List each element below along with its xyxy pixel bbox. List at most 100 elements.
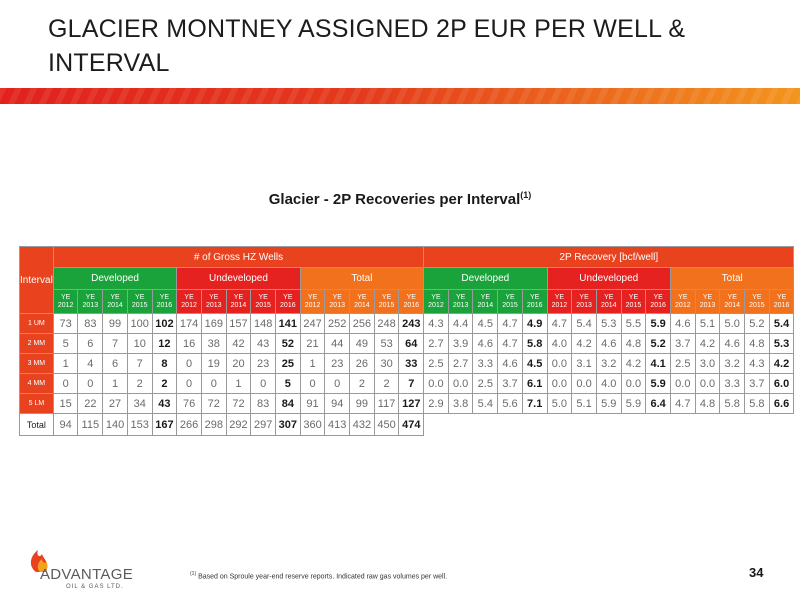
table-cell: 1 xyxy=(299,353,326,374)
table-cell: 4.3 xyxy=(744,353,770,374)
header-2p-recovery: 2P Recovery [bcf/well] xyxy=(423,246,795,268)
table-title-footnote-marker: (1) xyxy=(520,190,532,200)
year-header-ye: YE xyxy=(332,293,342,301)
table-cell: 0 xyxy=(176,353,202,374)
year-header-ye: YE xyxy=(776,293,787,301)
subheader-wells-total: Total xyxy=(299,267,425,290)
table-cell: 4.5 xyxy=(521,353,548,374)
year-header: YE 2013 xyxy=(447,289,474,314)
total-cell: 153 xyxy=(126,413,153,436)
year-header: YE 2016 xyxy=(645,289,671,314)
year-header-year: 2014 xyxy=(600,301,617,309)
year-header-year: 2015 xyxy=(749,301,765,309)
page-number: 34 xyxy=(749,565,764,580)
table-cell: 2 xyxy=(126,373,153,394)
year-header-year: 2012 xyxy=(304,301,321,309)
table-cell: 4.9 xyxy=(521,313,548,334)
total-cell: 432 xyxy=(349,413,375,436)
year-header: YE 2015 xyxy=(620,289,647,314)
table-cell: 4.2 xyxy=(620,353,647,374)
table-header-years: YE 2012 YE 2013 YE 2014 YE 2015 YE 2016 YE 2012 YE 20… xyxy=(20,289,795,314)
total-cell: 307 xyxy=(274,413,301,436)
table-cell: 0.0 xyxy=(694,373,721,394)
year-header-ye: YE xyxy=(258,293,268,301)
table-cell: 1 xyxy=(225,373,252,394)
table-cell: 127 xyxy=(398,393,425,414)
year-header-year: 2016 xyxy=(403,301,420,309)
year-header-ye: YE xyxy=(480,293,490,301)
year-header: YE 2015 xyxy=(497,289,523,314)
year-header-ye: YE xyxy=(530,293,540,301)
table-cell: 2 xyxy=(151,373,178,394)
year-header-year: 2016 xyxy=(650,301,666,309)
table-cell: 33 xyxy=(398,353,425,374)
table-cell: 99 xyxy=(349,393,375,414)
table-cell: 148 xyxy=(250,313,276,334)
flame-logo-icon xyxy=(30,550,48,572)
year-header: YE 2013 xyxy=(324,289,351,314)
table-cell: 8 xyxy=(151,353,178,374)
banner-texture xyxy=(0,88,800,104)
table-cell: 83 xyxy=(77,313,104,334)
year-header-year: 2014 xyxy=(724,301,740,309)
table-cell: 3.3 xyxy=(472,353,499,374)
table-cell: 157 xyxy=(225,313,252,334)
year-header-ye: YE xyxy=(579,293,589,301)
interval-header: Interval xyxy=(19,246,54,314)
table-cell: 23 xyxy=(250,353,276,374)
table-cell: 248 xyxy=(373,313,400,334)
table-cell: 4.2 xyxy=(768,353,795,374)
table-cell: 5.4 xyxy=(571,313,597,334)
recoveries-table: Interval # of Gross HZ Wells 2P Recovery… xyxy=(19,246,795,436)
table-cell: 3.0 xyxy=(694,353,721,374)
year-header-ye: YE xyxy=(604,293,614,301)
table-cell: 5.9 xyxy=(595,393,622,414)
total-label: Total xyxy=(19,413,54,436)
year-header: YE 2013 xyxy=(200,289,227,314)
table-cell: 3.7 xyxy=(669,333,696,354)
table-row: 1 UM 73 83 99 100 102 174 169 157 148 141 247 252 256… xyxy=(19,313,795,334)
table-cell: 141 xyxy=(274,313,301,334)
table-cell: 83 xyxy=(250,393,276,414)
table-title: Glacier - 2P Recoveries per Interval(1) xyxy=(0,190,800,208)
year-header: YE 2012 xyxy=(423,289,449,314)
table-cell: 3.2 xyxy=(595,353,622,374)
table-cell: 4.8 xyxy=(620,333,647,354)
table-cell: 100 xyxy=(126,313,153,334)
year-header: YE 2013 xyxy=(694,289,721,314)
table-cell: 7 xyxy=(102,333,128,354)
table-cell: 4.1 xyxy=(645,353,671,374)
table-cell: 84 xyxy=(274,393,301,414)
year-header-ye: YE xyxy=(406,293,416,301)
table-cell: 5.1 xyxy=(694,313,721,334)
logo-wordmark: ADVANTAGE xyxy=(40,566,133,583)
table-cell: 0.0 xyxy=(669,373,696,394)
table-cell: 16 xyxy=(176,333,202,354)
interval-label: 5 LM xyxy=(19,393,54,414)
total-cell: 413 xyxy=(324,413,351,436)
year-header: YE 2016 xyxy=(768,289,795,314)
year-header: YE 2013 xyxy=(77,289,104,314)
year-header-year: 2016 xyxy=(156,301,173,309)
table-cell: 2.9 xyxy=(423,393,449,414)
table-cell: 4.6 xyxy=(669,313,696,334)
table-cell: 20 xyxy=(225,353,252,374)
logo-subtext: OIL & GAS LTD. xyxy=(66,584,124,590)
year-header-ye: YE xyxy=(135,293,145,301)
year-header: YE 2012 xyxy=(299,289,326,314)
table-cell: 6.0 xyxy=(768,373,795,394)
table-row: 3 MM 1 4 6 7 8 0 19 20 23 25 1 23 26 30 33 2.5 2.7 3.3 4.6 4… xyxy=(19,353,795,374)
year-header-year: 2013 xyxy=(82,301,99,309)
table-cell: 5.4 xyxy=(768,313,795,334)
year-header-ye: YE xyxy=(60,293,71,301)
table-cell: 2.7 xyxy=(447,353,474,374)
table-cell: 5.9 xyxy=(645,373,671,394)
table-cell: 1 xyxy=(102,373,128,394)
year-header-year: 2012 xyxy=(675,301,691,309)
year-header-ye: YE xyxy=(554,293,565,301)
table-cell: 4.8 xyxy=(694,393,721,414)
table-title-text: Glacier - 2P Recoveries per Interval xyxy=(268,191,521,208)
year-header-year: 2015 xyxy=(378,301,395,309)
year-header-year: 2015 xyxy=(502,301,518,309)
table-cell: 6 xyxy=(77,333,104,354)
